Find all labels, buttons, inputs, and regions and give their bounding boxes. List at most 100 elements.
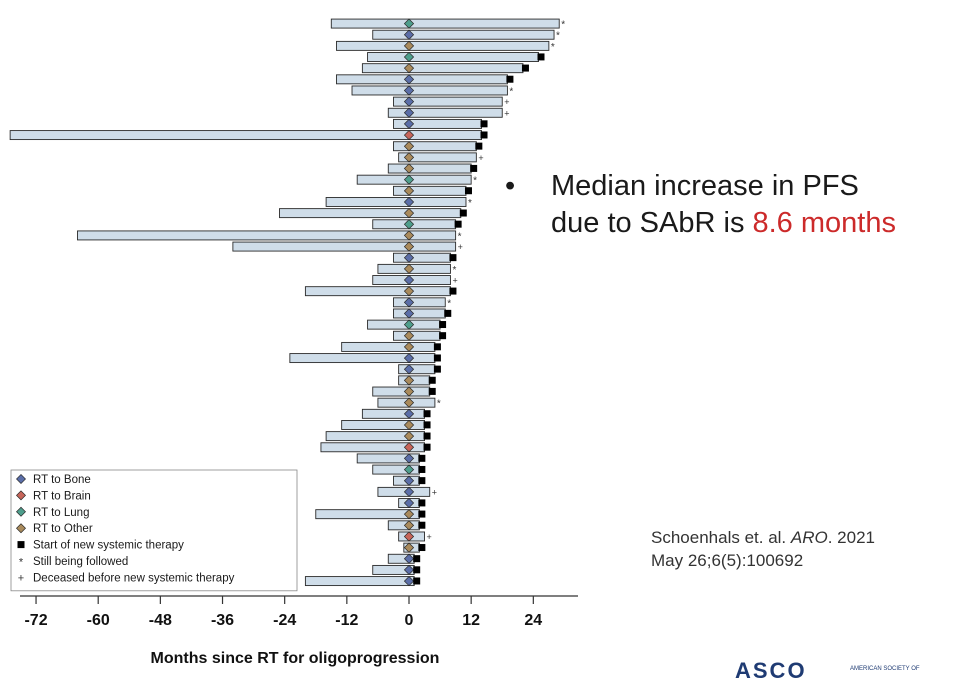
rt-site-marker <box>403 241 415 252</box>
therapy-start-marker <box>413 566 421 574</box>
patient-bar <box>393 252 451 263</box>
citation-details: May 26;6(5):100692 <box>651 551 804 570</box>
legend: RT to Bone RT to Brain RT to Lung RT to Oth… <box>10 469 298 592</box>
patient-bar <box>393 297 446 308</box>
legend-diamond-icon <box>16 474 26 484</box>
patient-bar <box>361 408 425 419</box>
therapy-start-marker <box>413 577 421 585</box>
patient-bar <box>279 208 462 219</box>
rt-site-marker <box>403 152 415 163</box>
deceased-marker: + <box>458 242 463 252</box>
legend-label: RT to Lung <box>33 507 89 519</box>
therapy-start-marker <box>423 443 431 451</box>
rt-site-marker <box>403 185 415 196</box>
therapy-start-marker <box>428 387 436 395</box>
patient-bar <box>336 74 508 85</box>
rt-site-marker <box>403 196 415 208</box>
therapy-start-marker <box>418 499 426 507</box>
therapy-start-marker <box>521 64 529 72</box>
patient-bar <box>387 163 472 174</box>
patient-bar <box>398 375 431 386</box>
patient-bar <box>336 40 550 51</box>
therapy-start-marker <box>433 365 441 373</box>
rt-site-marker <box>403 297 415 308</box>
legend-box <box>10 469 298 592</box>
x-tick-label: 0 <box>405 612 414 629</box>
patient-bar <box>315 509 420 520</box>
legend-star-icon: * <box>19 557 24 569</box>
deceased-marker: + <box>504 97 509 107</box>
therapy-start-marker <box>423 432 431 440</box>
patient-bar <box>372 386 431 397</box>
therapy-start-marker <box>418 454 426 462</box>
still-followed-marker: * <box>473 176 477 187</box>
rt-site-marker <box>403 431 415 442</box>
therapy-start-marker <box>439 332 447 340</box>
therapy-start-marker <box>480 131 488 139</box>
patient-bar <box>77 230 457 241</box>
citation-line-1: Schoenhals et. al. ARO. 2021 <box>651 526 875 549</box>
therapy-start-marker <box>506 75 514 83</box>
rt-site-marker <box>403 575 415 587</box>
still-followed-marker: * <box>561 20 565 31</box>
rt-site-marker <box>403 330 415 341</box>
rt-site-marker <box>403 308 415 319</box>
patient-bar <box>377 486 431 497</box>
rt-site-marker <box>403 520 415 531</box>
x-tick-label: -60 <box>87 612 110 629</box>
patient-bar <box>393 330 441 341</box>
rt-site-marker <box>403 475 415 486</box>
still-followed-marker: * <box>452 265 456 276</box>
citation-authors: Schoenhals et. al. <box>651 528 791 547</box>
rt-site-marker <box>403 74 415 85</box>
rt-site-marker <box>403 364 415 375</box>
still-followed-marker: * <box>556 31 560 42</box>
key-finding-text-2: due to SAbR is <box>551 207 753 239</box>
patient-bar <box>377 263 451 274</box>
therapy-start-marker <box>444 309 452 317</box>
rt-site-marker <box>403 375 415 386</box>
legend-label: RT to Other <box>33 523 93 535</box>
rt-site-marker <box>403 85 415 96</box>
rt-site-marker <box>403 129 415 141</box>
still-followed-marker: * <box>437 399 441 410</box>
rt-site-marker <box>403 263 415 274</box>
key-finding-line-2: due to SAbR is 8.6 months <box>505 205 896 242</box>
rt-site-marker <box>403 319 415 330</box>
deceased-marker: + <box>427 532 432 542</box>
rt-site-marker <box>403 341 415 353</box>
legend-plus-icon: + <box>18 572 24 584</box>
patient-bar <box>372 219 457 230</box>
therapy-start-marker <box>418 465 426 473</box>
key-finding-highlight: 8.6 months <box>752 207 896 239</box>
patient-bar <box>356 174 472 185</box>
rt-site-marker <box>403 219 415 230</box>
bullet-point-icon: • <box>505 170 516 202</box>
key-finding-line-1: • Median increase in PFS <box>505 168 896 205</box>
rt-site-marker <box>403 286 415 297</box>
rt-site-marker <box>403 419 415 431</box>
therapy-start-marker <box>433 354 441 362</box>
rt-site-marker <box>403 442 415 453</box>
still-followed-marker: * <box>458 231 462 242</box>
rt-site-marker <box>403 230 415 241</box>
rt-site-marker <box>403 564 415 576</box>
asco-logo-subtitle: AMERICAN SOCIETY OF <box>850 666 920 672</box>
rt-site-marker <box>403 542 415 553</box>
patient-bar <box>304 576 415 587</box>
bars-layer: ****+++***+*+**++ <box>9 18 565 587</box>
patient-bar <box>351 85 508 96</box>
legend-label: Deceased before new systemic therapy <box>33 572 235 584</box>
rt-site-marker <box>403 274 415 286</box>
still-followed-marker: * <box>468 198 472 209</box>
therapy-start-marker <box>418 521 426 529</box>
rt-site-marker <box>403 63 415 74</box>
patient-bar <box>325 197 467 207</box>
therapy-start-marker <box>418 477 426 485</box>
rt-site-marker <box>403 18 415 29</box>
patient-bar <box>330 18 560 29</box>
therapy-start-marker <box>423 410 431 418</box>
rt-site-marker <box>403 252 415 263</box>
patient-bar <box>361 63 524 74</box>
